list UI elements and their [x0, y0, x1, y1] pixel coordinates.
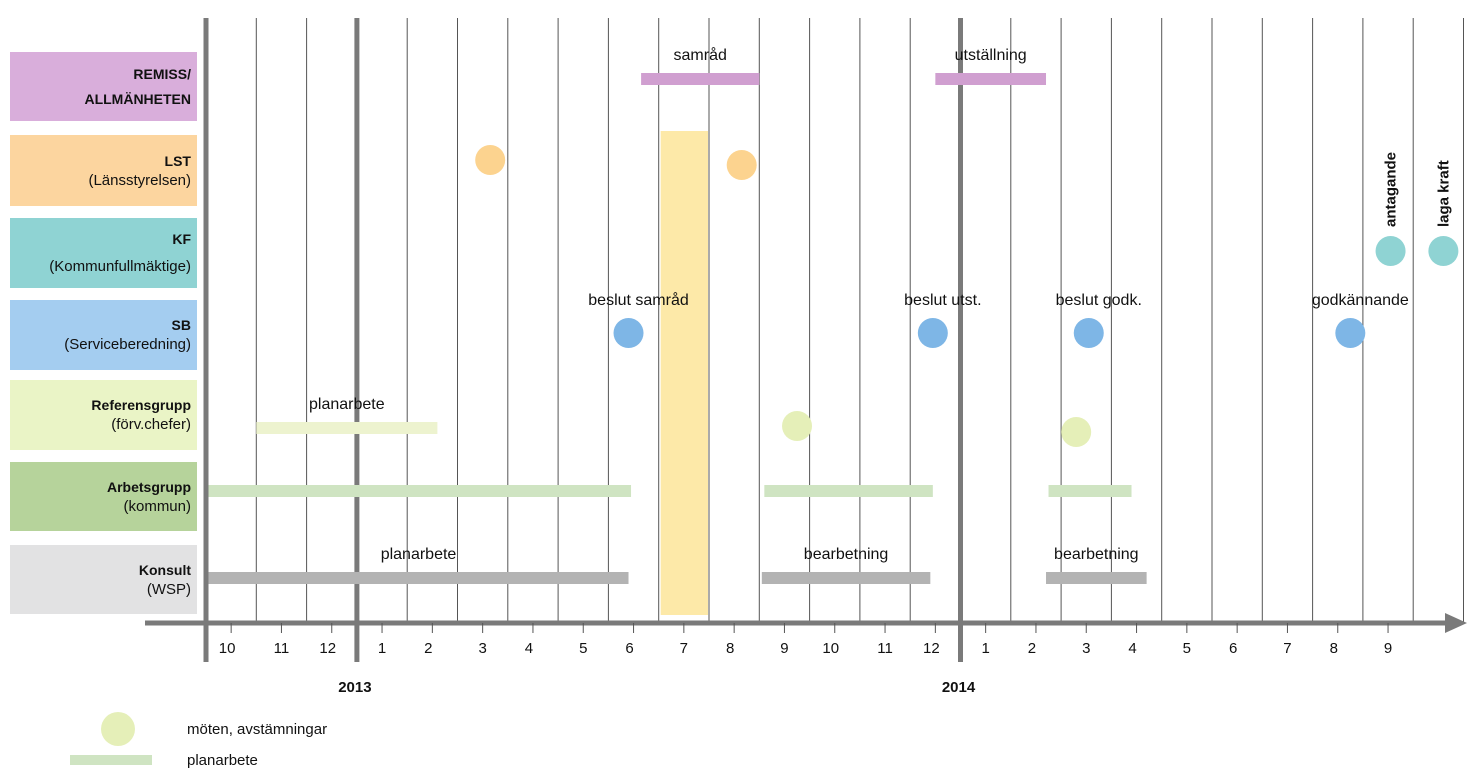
row-title-ref: Referensgrupp — [91, 397, 191, 413]
bar-label: bearbetning — [1054, 546, 1139, 563]
bar-label: samråd — [674, 46, 727, 64]
month-label: 1 — [378, 640, 386, 657]
row-label-arb: Arbetsgrupp (kommun) — [10, 462, 197, 531]
month-label: 9 — [1384, 640, 1392, 657]
milestone-ref — [1061, 417, 1092, 447]
month-label: 8 — [1330, 640, 1338, 657]
month-label: 7 — [1283, 640, 1291, 657]
milestone-sb — [917, 318, 948, 348]
row-label-kon: Konsult (WSP) — [10, 545, 197, 614]
month-label: 4 — [525, 640, 533, 657]
bar-kon — [208, 572, 629, 584]
month-label: 11 — [877, 640, 893, 657]
row-subtitle-sb: (Serviceberedning) — [64, 336, 191, 353]
bar-label: planarbete — [309, 396, 385, 413]
highlight-period — [660, 131, 708, 615]
row-title-sb: SB — [171, 317, 191, 333]
row-subtitle-lst: (Länsstyrelsen) — [88, 171, 191, 189]
milestone-label: beslut samråd — [588, 291, 689, 309]
bar-remiss — [935, 73, 1047, 85]
milestone-sb — [1073, 318, 1104, 348]
row-subtitle-kf: (Kommunfullmäktige) — [49, 258, 191, 275]
month-label: 11 — [274, 640, 290, 657]
legend-work: planarbete — [70, 752, 258, 769]
milestone-label: laga kraft — [1435, 160, 1452, 227]
bar-ref — [256, 422, 438, 434]
month-label: 7 — [680, 640, 688, 657]
bar-arb — [764, 485, 933, 497]
bar-label: utställning — [955, 47, 1027, 64]
month-label: 3 — [478, 640, 486, 657]
month-label: 12 — [319, 640, 336, 657]
month-label: 5 — [1183, 640, 1191, 657]
month-label: 4 — [1128, 640, 1136, 657]
milestone-lst — [726, 150, 757, 180]
row-title-kf: KF — [172, 231, 191, 247]
row-label-ref: Referensgrupp (förv.chefer) — [10, 380, 197, 450]
time-axis-arrow — [1445, 613, 1467, 633]
month-label: 12 — [923, 640, 940, 657]
month-label: 2 — [424, 640, 432, 657]
month-label: 9 — [780, 640, 788, 657]
legend-meetings-label: möten, avstämningar — [187, 720, 328, 738]
milestone-label: godkännande — [1312, 292, 1409, 309]
legend-bar-symbol — [70, 755, 152, 765]
row-label-sb: SB (Serviceberedning) — [10, 300, 197, 370]
milestone-label: antagande — [1383, 152, 1400, 227]
row-title-remiss-line1: REMISS/ — [133, 65, 191, 82]
bar-kon — [761, 572, 931, 584]
legend-circle-symbol — [101, 712, 135, 746]
bar-kon — [1046, 572, 1147, 584]
row-label-remiss: REMISS/ ALLMÄNHETEN — [10, 52, 197, 121]
row-subtitle-ref: (förv.chefer) — [111, 416, 191, 433]
milestone-kf — [1428, 236, 1459, 266]
bar-label: bearbetning — [804, 546, 889, 563]
row-label-lst: LST (Länsstyrelsen) — [10, 135, 197, 206]
row-title-remiss-line2: ALLMÄNHETEN — [84, 90, 191, 107]
bar-arb — [208, 485, 632, 497]
month-label: 5 — [579, 640, 587, 657]
row-label-kf: KF (Kommunfullmäktige) — [10, 218, 197, 288]
milestone-kf — [1375, 236, 1406, 266]
month-label: 6 — [1229, 640, 1237, 657]
milestone-sb — [613, 318, 644, 348]
row-title-lst: LST — [164, 152, 191, 169]
year-label: 2014 — [942, 679, 976, 696]
month-label: 8 — [726, 640, 734, 657]
month-label: 3 — [1082, 640, 1090, 657]
year-label: 2013 — [338, 679, 371, 696]
legend-meetings: möten, avstämningar — [70, 712, 327, 746]
bar-remiss — [641, 73, 760, 85]
legend-work-label: planarbete — [187, 751, 258, 769]
bar-arb — [1048, 485, 1132, 497]
month-label: 2 — [1028, 640, 1036, 657]
row-subtitle-kon: (WSP) — [146, 580, 191, 598]
month-label: 10 — [219, 640, 236, 657]
row-title-arb: Arbetsgrupp — [107, 478, 191, 495]
month-label: 6 — [625, 640, 633, 657]
milestone-ref — [782, 411, 813, 441]
month-label: 10 — [822, 640, 839, 657]
row-subtitle-arb: (kommun) — [123, 497, 191, 515]
milestone-lst — [475, 145, 506, 175]
milestone-label: beslut utst. — [904, 292, 981, 309]
row-title-kon: Konsult — [138, 561, 191, 578]
bar-label: planarbete — [381, 546, 457, 563]
milestone-sb — [1335, 318, 1366, 348]
milestone-label: beslut godk. — [1056, 292, 1142, 309]
month-label: 1 — [981, 640, 989, 657]
